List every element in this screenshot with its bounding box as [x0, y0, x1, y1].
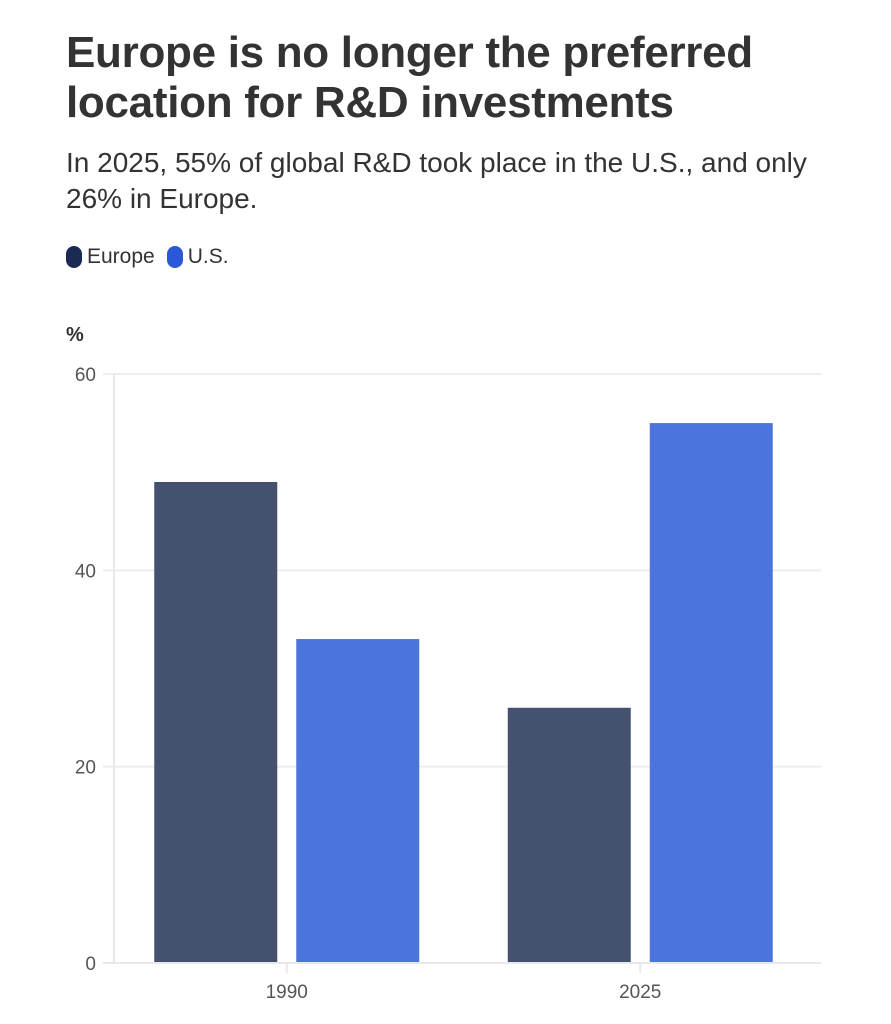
x-tick-label: 1990 [266, 982, 308, 1003]
bar-us-1990 [296, 639, 420, 963]
bar-europe-1990 [154, 481, 278, 963]
legend-label-europe: Europe [87, 245, 155, 268]
legend-swatch-us [166, 246, 183, 268]
legend-swatch-europe [66, 246, 82, 268]
x-tick-label: 2025 [619, 982, 661, 1003]
legend-item-europe: Europe [66, 245, 155, 269]
y-tick-label: 60 [75, 365, 96, 386]
y-tick-label: 20 [75, 758, 96, 779]
bars [154, 423, 773, 963]
y-tick-labels: 0 20 40 60 [75, 365, 96, 975]
legend-item-us: U.S. [166, 245, 229, 269]
chart-subtitle: In 2025, 55% of global R&D took place in… [66, 147, 807, 214]
x-tick-labels: 1990 2025 [266, 963, 661, 1003]
y-tick-label: 0 [85, 954, 96, 975]
chart-title: Europe is no longer the preferred locati… [66, 28, 753, 127]
bar-europe-2025 [507, 707, 631, 963]
bar-us-2025 [649, 423, 773, 963]
legend-label-us: U.S. [187, 245, 229, 268]
legend: Europe U.S. [66, 245, 241, 269]
y-axis-unit-label: % [66, 324, 84, 346]
y-tick-label: 40 [75, 561, 96, 582]
